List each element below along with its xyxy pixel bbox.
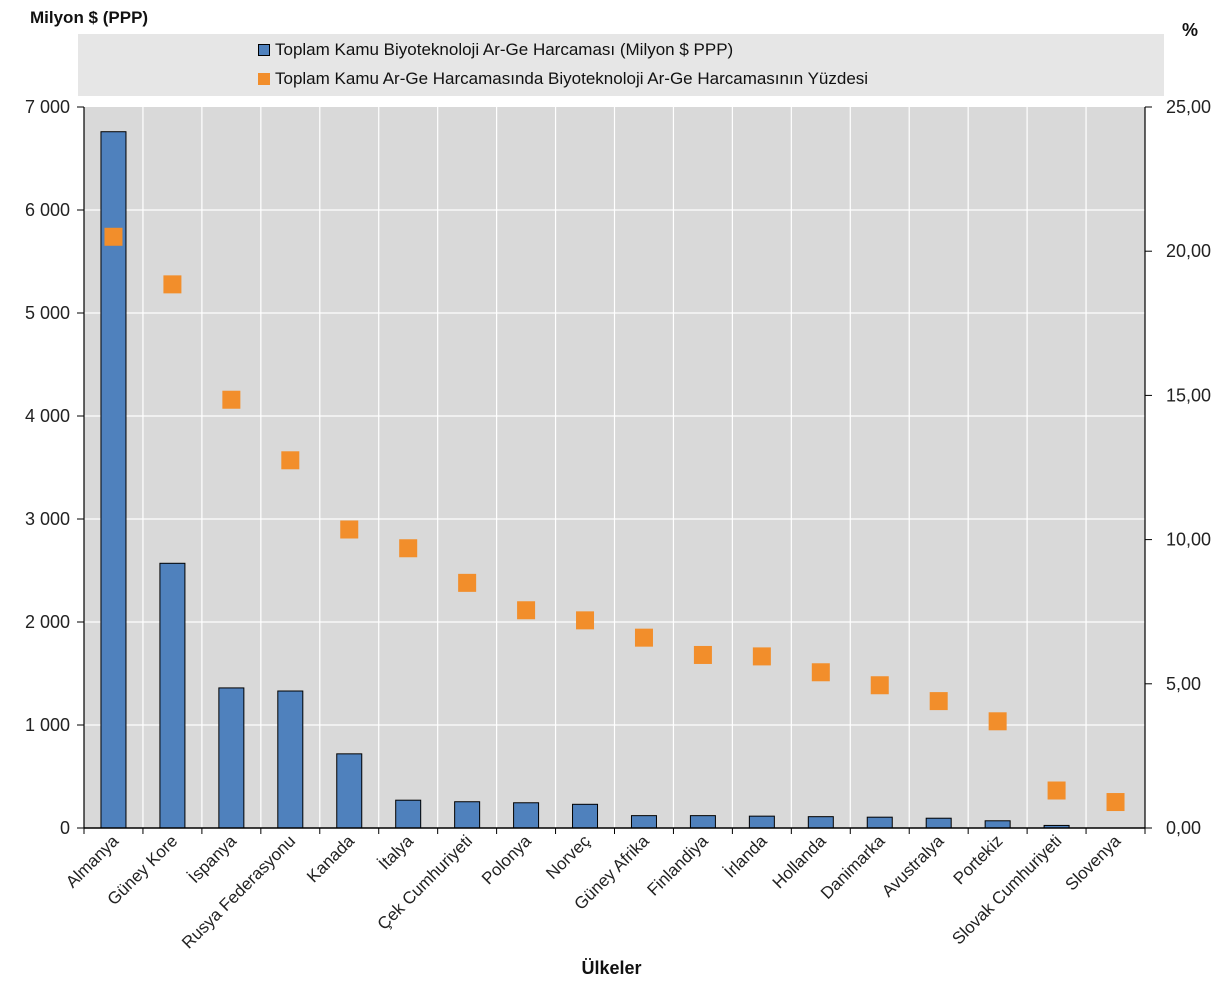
marker-point: [281, 451, 300, 470]
right-tick-label: 25,00: [1166, 97, 1211, 117]
category-label: Hollanda: [769, 831, 830, 892]
bar: [218, 687, 245, 829]
bar: [336, 753, 363, 829]
category-label: İrlanda: [720, 831, 771, 882]
marker-point: [811, 663, 830, 682]
left-tick-label: 7 000: [25, 97, 70, 117]
bar: [572, 803, 599, 829]
bar: [866, 816, 893, 829]
marker-point: [458, 573, 477, 592]
marker-point: [222, 390, 241, 409]
category-label: Avustralya: [878, 831, 948, 901]
left-tick-label: 5 000: [25, 303, 70, 323]
legend-bar-swatch: [258, 44, 270, 56]
marker-point: [163, 275, 182, 294]
category-label: Slovak Cumhuriyeti: [948, 831, 1065, 948]
left-tick-label: 4 000: [25, 406, 70, 426]
marker-point: [104, 227, 123, 246]
left-tick-label: 6 000: [25, 200, 70, 220]
marker-point: [988, 712, 1007, 731]
category-label: Danimarka: [817, 831, 889, 903]
category-label: Rusya Federasyonu: [178, 831, 299, 952]
category-label: Finlandiya: [644, 831, 713, 900]
legend-item-marker-series: Toplam Kamu Ar-Ge Harcamasında Biyotekno…: [258, 69, 868, 89]
marker-point: [929, 692, 948, 711]
marker-point: [634, 628, 653, 647]
bar: [748, 815, 775, 829]
marker-point: [1106, 793, 1125, 812]
category-label: İspanya: [185, 831, 241, 887]
category-label: Polonya: [478, 831, 535, 888]
right-tick-label: 20,00: [1166, 241, 1211, 261]
bar: [984, 820, 1011, 829]
marker-point: [517, 601, 536, 620]
bar: [395, 799, 422, 829]
category-label: İtalya: [375, 831, 418, 874]
right-tick-label: 15,00: [1166, 385, 1211, 405]
category-label: Portekiz: [950, 831, 1007, 888]
legend-marker-swatch: [258, 73, 270, 85]
x-axis-title: Ülkeler: [581, 958, 642, 978]
right-axis-title: %: [1182, 20, 1199, 40]
bar: [807, 816, 834, 829]
category-label: Slovenya: [1061, 831, 1124, 894]
legend-item-bar-series: Toplam Kamu Biyoteknoloji Ar-Ge Harcamas…: [258, 40, 733, 60]
bar: [689, 815, 716, 829]
marker-point: [870, 676, 889, 695]
bar: [925, 817, 952, 829]
bar: [454, 801, 481, 829]
marker-point: [340, 520, 359, 539]
category-label: Kanada: [303, 831, 358, 886]
marker-point: [1047, 781, 1066, 800]
marker-point: [576, 611, 595, 630]
chart-legend: Toplam Kamu Biyoteknoloji Ar-Ge Harcamas…: [78, 34, 1164, 96]
category-label: Almanya: [62, 831, 123, 892]
left-tick-label: 1 000: [25, 715, 70, 735]
left-tick-label: 3 000: [25, 509, 70, 529]
bar: [159, 562, 186, 829]
left-axis-title: Milyon $ (PPP): [30, 8, 149, 27]
right-tick-label: 10,00: [1166, 530, 1211, 550]
legend-marker-label: Toplam Kamu Ar-Ge Harcamasında Biyotekno…: [275, 69, 869, 88]
bar: [513, 802, 540, 829]
bar: [630, 815, 657, 829]
category-label: Norveç: [542, 831, 594, 883]
marker-point: [399, 539, 418, 558]
right-tick-label: 5,00: [1166, 674, 1201, 694]
right-tick-label: 0,00: [1166, 818, 1201, 838]
left-tick-label: 2 000: [25, 612, 70, 632]
marker-point: [693, 645, 712, 664]
bar: [277, 690, 304, 829]
marker-point: [752, 647, 771, 666]
left-tick-label: 0: [60, 818, 70, 838]
legend-bar-label: Toplam Kamu Biyoteknoloji Ar-Ge Harcamas…: [275, 40, 734, 59]
